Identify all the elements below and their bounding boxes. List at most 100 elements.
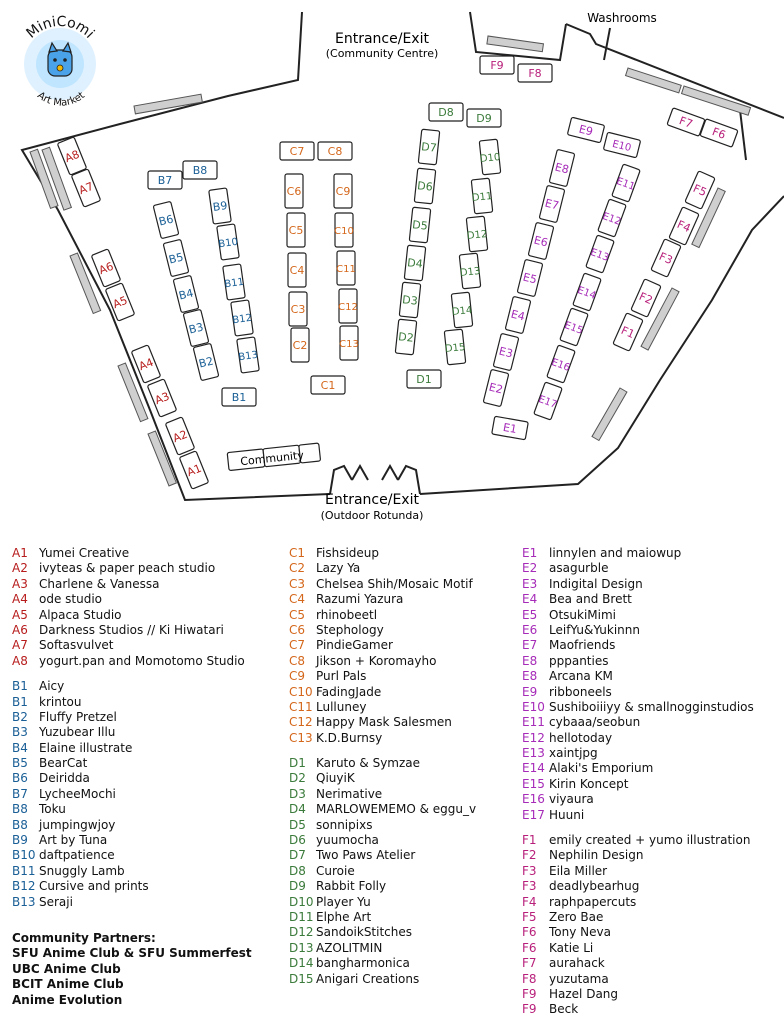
table-code-label: D14 <box>451 305 472 318</box>
vendor-table-a4: A4 <box>131 344 161 384</box>
legend-code: B3 <box>12 725 28 740</box>
legend-vendor-name: daftpatience <box>39 848 115 863</box>
legend-code: C11 <box>289 699 313 714</box>
legend-entry: E8 Arcana KM <box>522 669 754 684</box>
legend-entry: F8 yuzutama <box>522 972 754 987</box>
legend-entry: D6 yuumocha <box>289 833 476 848</box>
legend-vendor-name: Darkness Studios // Ki Hiwatari <box>39 622 224 637</box>
legend-vendor-name: BearCat <box>39 756 88 771</box>
legend-entry: A5 Alpaca Studio <box>12 608 245 623</box>
legend-code: E13 <box>522 746 545 761</box>
legend-vendor-name: Toku <box>39 802 66 817</box>
legend-vendor-name: Kirin Koncept <box>549 776 629 791</box>
legend-entry: F7 aurahack <box>522 956 754 971</box>
legend-vendor-name: Lulluney <box>316 699 367 714</box>
table-code-label: D15 <box>444 342 465 355</box>
legend-column-2: C1 Fishsideup C2 Lazy Ya C3 Chelsea Shih/Mosa… <box>289 546 476 987</box>
vendor-table-e1: E1 <box>491 415 529 441</box>
windows <box>29 35 752 487</box>
vendor-table-e11: E11 <box>611 163 641 203</box>
vendor-table-d9: D9 <box>466 108 502 128</box>
vendor-table-b8: B8 <box>182 160 218 180</box>
legend-code: E2 <box>522 561 538 576</box>
legend-vendor-name: Art by Tuna <box>39 833 108 848</box>
legend-code: D12 <box>289 925 314 940</box>
legend-code: D14 <box>289 956 314 971</box>
legend-entry: B11 Snuggly Lamb <box>12 864 245 879</box>
legend-vendor-name: Purl Pals <box>316 669 367 684</box>
vendor-table-f4: F4 <box>668 206 700 246</box>
legend-code: B13 <box>12 894 36 909</box>
legend-entry: B7 LycheeMochi <box>12 787 245 802</box>
legend-vendor-name: Hazel Dang <box>549 986 619 1001</box>
community-partner: SFU Anime Club & SFU Summerfest <box>12 946 252 961</box>
table-code-label: A5 <box>111 294 129 311</box>
legend-entry: F9 Beck <box>522 1002 754 1017</box>
legend-entry: C1 Fishsideup <box>289 546 476 561</box>
legend-code: E7 <box>522 638 538 653</box>
legend-vendor-name: QiuyiK <box>316 771 355 786</box>
legend-entry: B4 Elaine illustrate <box>12 741 245 756</box>
vendor-table-a6: A6 <box>91 248 121 288</box>
vendor-table-c5: C5 <box>286 212 306 248</box>
table-code-label: B4 <box>177 286 194 302</box>
table-code-label: F7 <box>677 114 694 131</box>
table-code-label: E2 <box>488 380 505 396</box>
entrance-top-label: Entrance/Exit <box>335 31 429 47</box>
vendor-table-d1: D1 <box>406 369 442 389</box>
legend-code: B4 <box>12 740 28 755</box>
legend-entry: B8 Toku <box>12 802 245 817</box>
legend-code: D10 <box>289 894 314 909</box>
legend-vendor-name: Jikson + Koromayho <box>316 653 437 668</box>
washrooms-label: Washrooms <box>587 11 657 25</box>
table-code-label: F4 <box>675 218 692 235</box>
vendor-table-a7: A7 <box>71 168 101 208</box>
legend-column-3: E1 linnylen and maiowup E2 asagurble E3 Indig… <box>522 546 754 1018</box>
table-code-label: B10 <box>218 237 239 251</box>
legend-vendor-name: Beck <box>549 1002 579 1017</box>
legend-entry: E5 OtsukiMimi <box>522 608 754 623</box>
legend-entry: A3 Charlene & Vanessa <box>12 577 245 592</box>
vendor-table-f7: F7 <box>666 107 706 137</box>
legend-entry: D8 Curoie <box>289 864 476 879</box>
vendor-table-e5: E5 <box>516 259 544 297</box>
table-code-label: B1 <box>232 391 247 404</box>
community-partners: Community Partners: SFU Anime Club & SFU… <box>12 931 252 1008</box>
legend-vendor-name: Yumei Creative <box>39 546 130 560</box>
legend-vendor-name: yuzutama <box>549 971 609 986</box>
legend-code: B8 <box>12 817 28 832</box>
table-code-label: C13 <box>339 339 359 350</box>
legend-entry: B3 Yuzubear Illu <box>12 725 245 740</box>
legend-vendor-name: Deiridda <box>39 771 90 786</box>
vendor-table-f3: F3 <box>650 238 682 278</box>
vendor-table-c7: C7 <box>279 141 315 161</box>
legend-vendor-name: Katie Li <box>549 940 594 955</box>
legend-code: D4 <box>289 802 306 817</box>
table-code-label: F2 <box>637 290 654 307</box>
legend-code: F6 <box>522 940 537 955</box>
legend-entry: D1 Karuto & Symzae <box>289 756 476 771</box>
vendor-table-a1: A1 <box>179 450 209 490</box>
legend-code: D6 <box>289 833 306 848</box>
vendor-table-b9: B9 <box>208 187 232 225</box>
vendor-table-d4: D4 <box>403 244 427 282</box>
vendor-table-e3: E3 <box>492 333 520 371</box>
table-code-label: C5 <box>289 224 304 237</box>
table-code-label: A4 <box>137 356 155 373</box>
legend-entry: F3 deadlybearhug <box>522 879 754 894</box>
legend-code: A5 <box>12 607 28 622</box>
legend-vendor-name: Zero Bae <box>549 909 604 924</box>
legend-vendor-name: Yuzubear Illu <box>39 725 116 740</box>
legend-entry: A1 Yumei Creative <box>12 546 245 561</box>
legend-code: B2 <box>12 709 28 724</box>
legend-entry: C9 Purl Pals <box>289 669 476 684</box>
legend-entry: E11 cybaaa/seobun <box>522 715 754 730</box>
vendor-table-b4: B4 <box>172 275 200 313</box>
legend-entry: F4 raphpapercuts <box>522 895 754 910</box>
vendor-table-c4: C4 <box>287 252 307 288</box>
legend-entry: E15 Kirin Koncept <box>522 777 754 792</box>
legend-vendor-name: viyaura <box>549 792 594 807</box>
legend-entry: F6 Tony Neva <box>522 925 754 940</box>
legend-vendor-name: hellotoday <box>549 730 613 745</box>
legend-vendor-name: Fluffy Pretzel <box>39 709 117 724</box>
